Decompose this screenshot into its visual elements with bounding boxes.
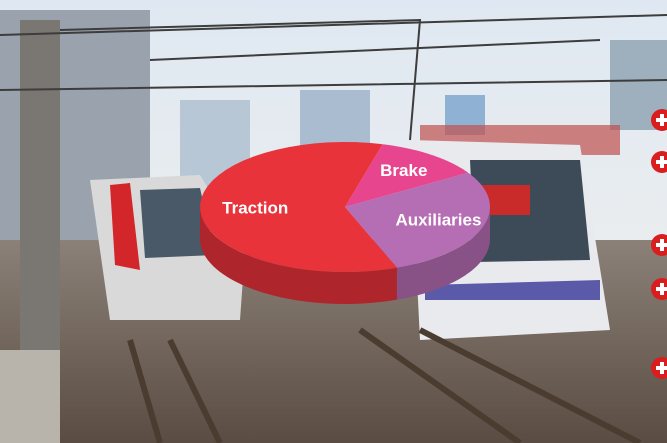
slice-label: Traction [222,199,288,218]
slice-label: Auxiliaries [395,211,481,230]
pie-chart: Brake Auxiliaries Traction [200,142,490,304]
slice-label: Brake [380,161,427,180]
slide: Brake Auxiliaries Traction [0,0,667,443]
